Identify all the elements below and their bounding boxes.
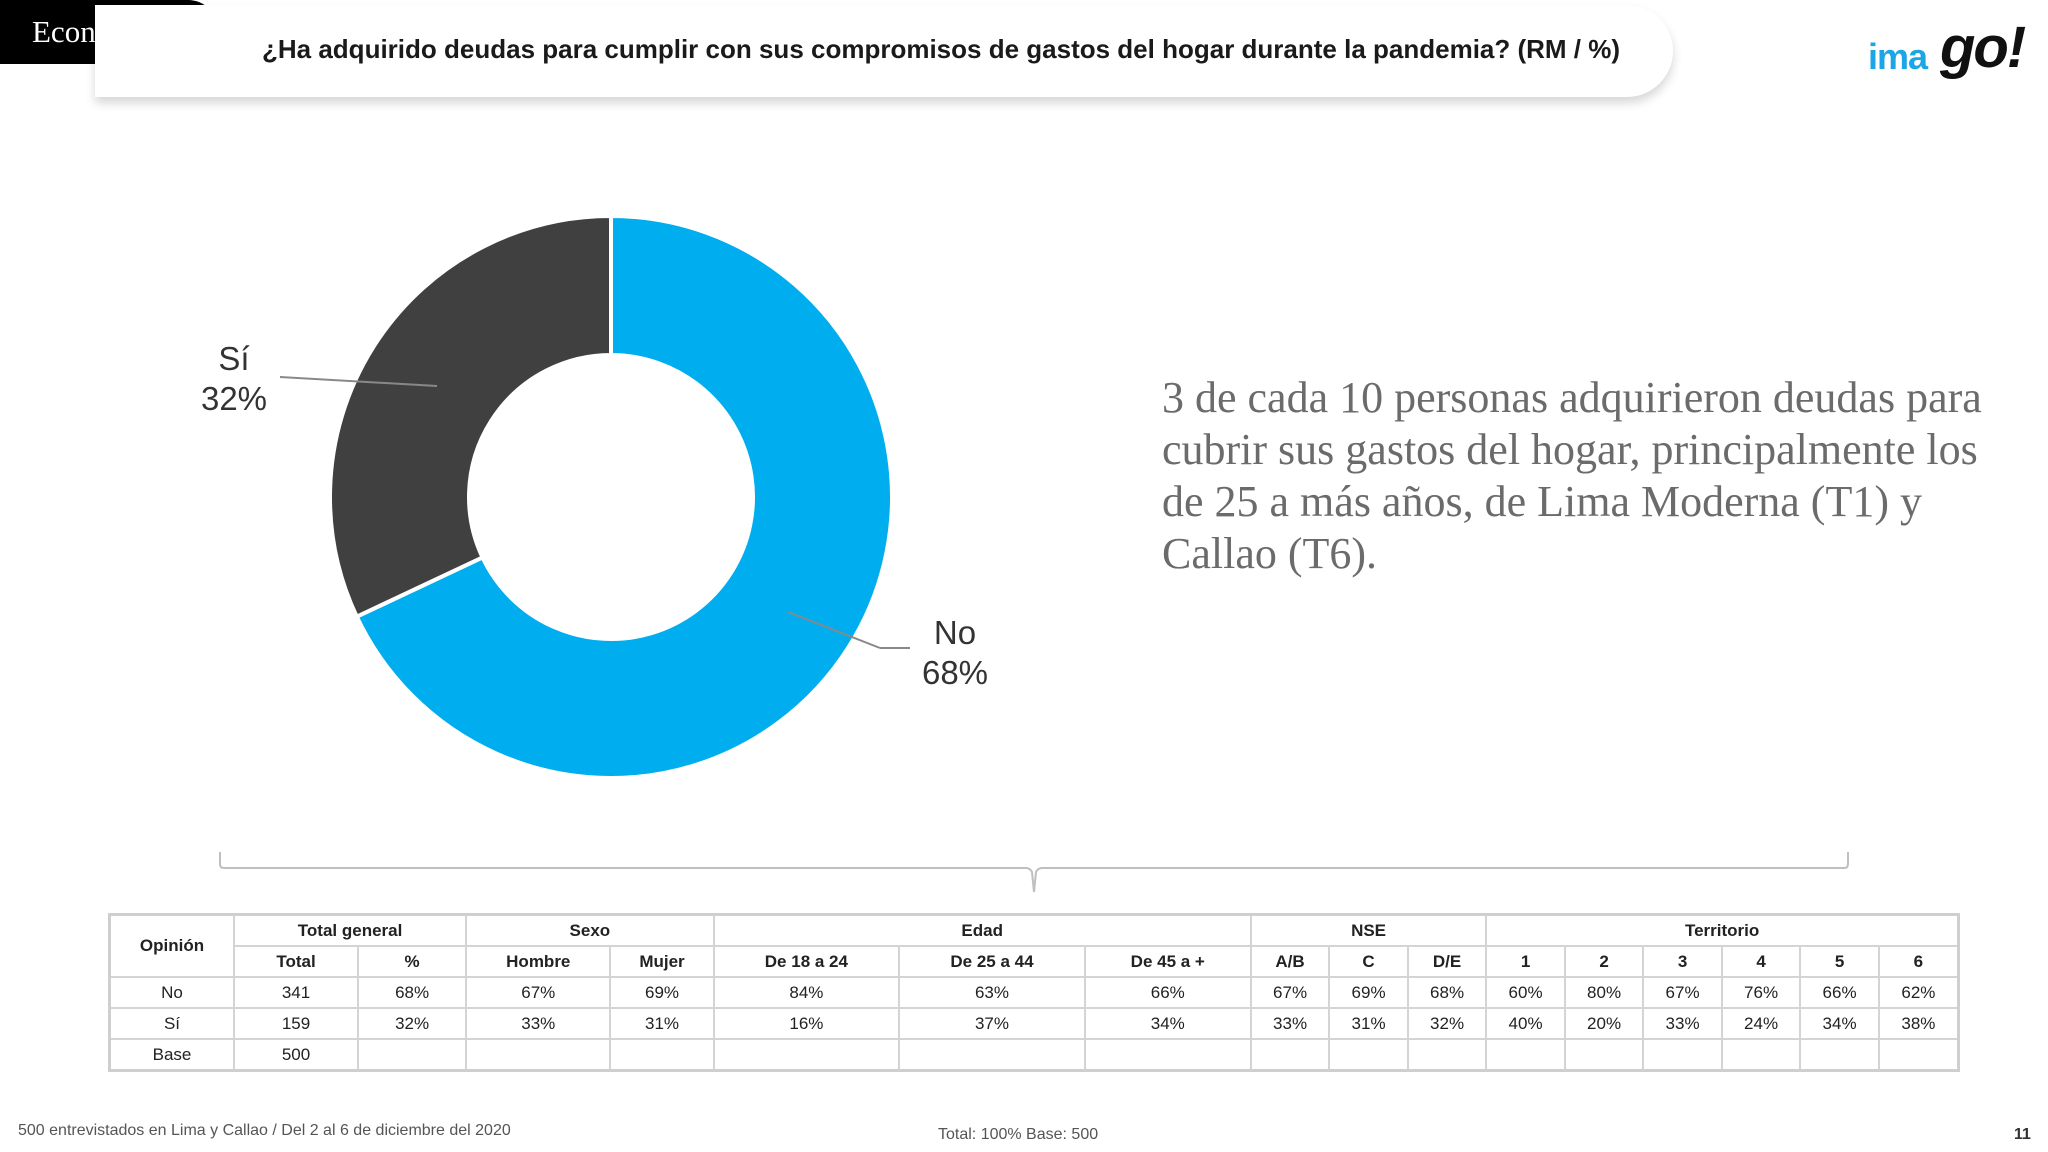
column-header: 4	[1720, 945, 1802, 978]
table-row: Base 500	[108, 1038, 1960, 1072]
table-cell	[1877, 1038, 1960, 1072]
footer-total: Total: 100% Base: 500	[938, 1126, 1099, 1143]
leader-line-no	[787, 611, 881, 649]
page-title: ¿Ha adquirido deudas para cumplir con su…	[262, 34, 1621, 64]
table-cell: 69%	[1328, 976, 1409, 1009]
table-cell: 32%	[357, 1007, 468, 1040]
table-cell	[712, 1038, 901, 1072]
table-bracket	[219, 852, 1849, 893]
table-cell: 84%	[712, 976, 901, 1009]
column-header: Mujer	[609, 945, 715, 978]
table-cell	[1799, 1038, 1880, 1072]
column-header: %	[357, 945, 468, 978]
row-label: Sí	[108, 1007, 235, 1040]
table-cell	[1485, 1038, 1566, 1072]
column-header: 1	[1485, 945, 1566, 978]
table-cell: 68%	[357, 976, 468, 1009]
table-cell	[1083, 1038, 1252, 1072]
table-cell: 33%	[465, 1007, 612, 1040]
footer-source: 500 entrevistados en Lima y Callao / Del…	[18, 1122, 511, 1139]
table-cell: 31%	[609, 1007, 715, 1040]
table-cell: 38%	[1877, 1007, 1960, 1040]
column-header: D/E	[1406, 945, 1488, 978]
donut-slice-no	[354, 213, 894, 780]
slice-name-no: No	[934, 614, 976, 651]
row-label: No	[108, 976, 235, 1009]
table-cell: 63%	[898, 976, 1086, 1009]
table-cell: 34%	[1083, 1007, 1252, 1040]
table-cell	[357, 1038, 468, 1072]
table-cell: 80%	[1563, 976, 1645, 1009]
column-header: A/B	[1249, 945, 1331, 978]
table-row: No 341 68% 67% 69% 84% 63% 66% 67% 69% 68% 60% 80% 67…	[108, 976, 1960, 1009]
table-cell: 24%	[1720, 1007, 1802, 1040]
slice-value-no: 68%	[922, 654, 988, 691]
column-header: 3	[1642, 945, 1723, 978]
leader-line-si	[279, 376, 438, 387]
table-cell: 16%	[712, 1007, 901, 1040]
table-cell	[609, 1038, 715, 1072]
table-cell: 500	[232, 1038, 360, 1072]
table-cell: 66%	[1083, 976, 1252, 1009]
table-cell: 67%	[1642, 976, 1723, 1009]
slice-name-si: Sí	[218, 340, 249, 377]
group-header: NSE	[1249, 913, 1488, 947]
logo-text-ima: ima	[1868, 36, 1928, 77]
table-cell	[1642, 1038, 1723, 1072]
table-cell: 67%	[465, 976, 612, 1009]
table-cell: 76%	[1720, 976, 1802, 1009]
group-header: Territorio	[1485, 913, 1960, 947]
table-cell: 40%	[1485, 1007, 1566, 1040]
table-cell: 31%	[1328, 1007, 1409, 1040]
imago-logo: ima go!	[1868, 14, 2026, 84]
column-header: De 25 a 44	[898, 945, 1086, 978]
table-cell: 341	[232, 976, 360, 1009]
column-header: De 45 a +	[1083, 945, 1252, 978]
table-cell: 33%	[1642, 1007, 1723, 1040]
slice-value-si: 32%	[201, 380, 267, 417]
table-cell: 67%	[1249, 976, 1331, 1009]
column-header: De 18 a 24	[712, 945, 901, 978]
group-header: Total general	[232, 913, 468, 947]
table-cell: 33%	[1249, 1007, 1331, 1040]
column-header: 5	[1799, 945, 1880, 978]
table-cell: 69%	[609, 976, 715, 1009]
table-cell	[1249, 1038, 1331, 1072]
group-header: Edad	[712, 913, 1252, 947]
table-cell: 62%	[1877, 976, 1960, 1009]
column-header: 6	[1877, 945, 1960, 978]
table-cell: 60%	[1485, 976, 1566, 1009]
donut-slice-si	[328, 213, 613, 620]
row-label: Base	[108, 1038, 235, 1072]
table-cell: 159	[232, 1007, 360, 1040]
column-header: Total	[232, 945, 360, 978]
header-opinion: Opinión	[108, 913, 235, 978]
column-header: Hombre	[465, 945, 612, 978]
table-cell: 66%	[1799, 976, 1880, 1009]
table-cell: 34%	[1799, 1007, 1880, 1040]
table-cell: 32%	[1406, 1007, 1488, 1040]
crosstab-table: Opinión Total general Sexo Edad NSE Territor…	[108, 913, 1960, 1072]
title-bar	[95, 5, 1673, 97]
group-header: Sexo	[465, 913, 715, 947]
table-cell: 68%	[1406, 976, 1488, 1009]
table-cell	[1328, 1038, 1409, 1072]
table-cell	[898, 1038, 1086, 1072]
page-number: 11	[2014, 1126, 2031, 1143]
table-cell	[1406, 1038, 1488, 1072]
column-header: 2	[1563, 945, 1645, 978]
logo-text-go: go!	[1940, 15, 2026, 80]
summary-text: 3 de cada 10 personas adquirieron deudas…	[1162, 373, 1982, 578]
table-cell: 37%	[898, 1007, 1086, 1040]
table-cell	[1563, 1038, 1645, 1072]
table-row: Sí 159 32% 33% 31% 16% 37% 34% 33% 31% 32% 40% 20% 33…	[108, 1007, 1960, 1040]
column-header: C	[1328, 945, 1409, 978]
table-cell: 20%	[1563, 1007, 1645, 1040]
table-cell	[1720, 1038, 1802, 1072]
table-cell	[465, 1038, 612, 1072]
